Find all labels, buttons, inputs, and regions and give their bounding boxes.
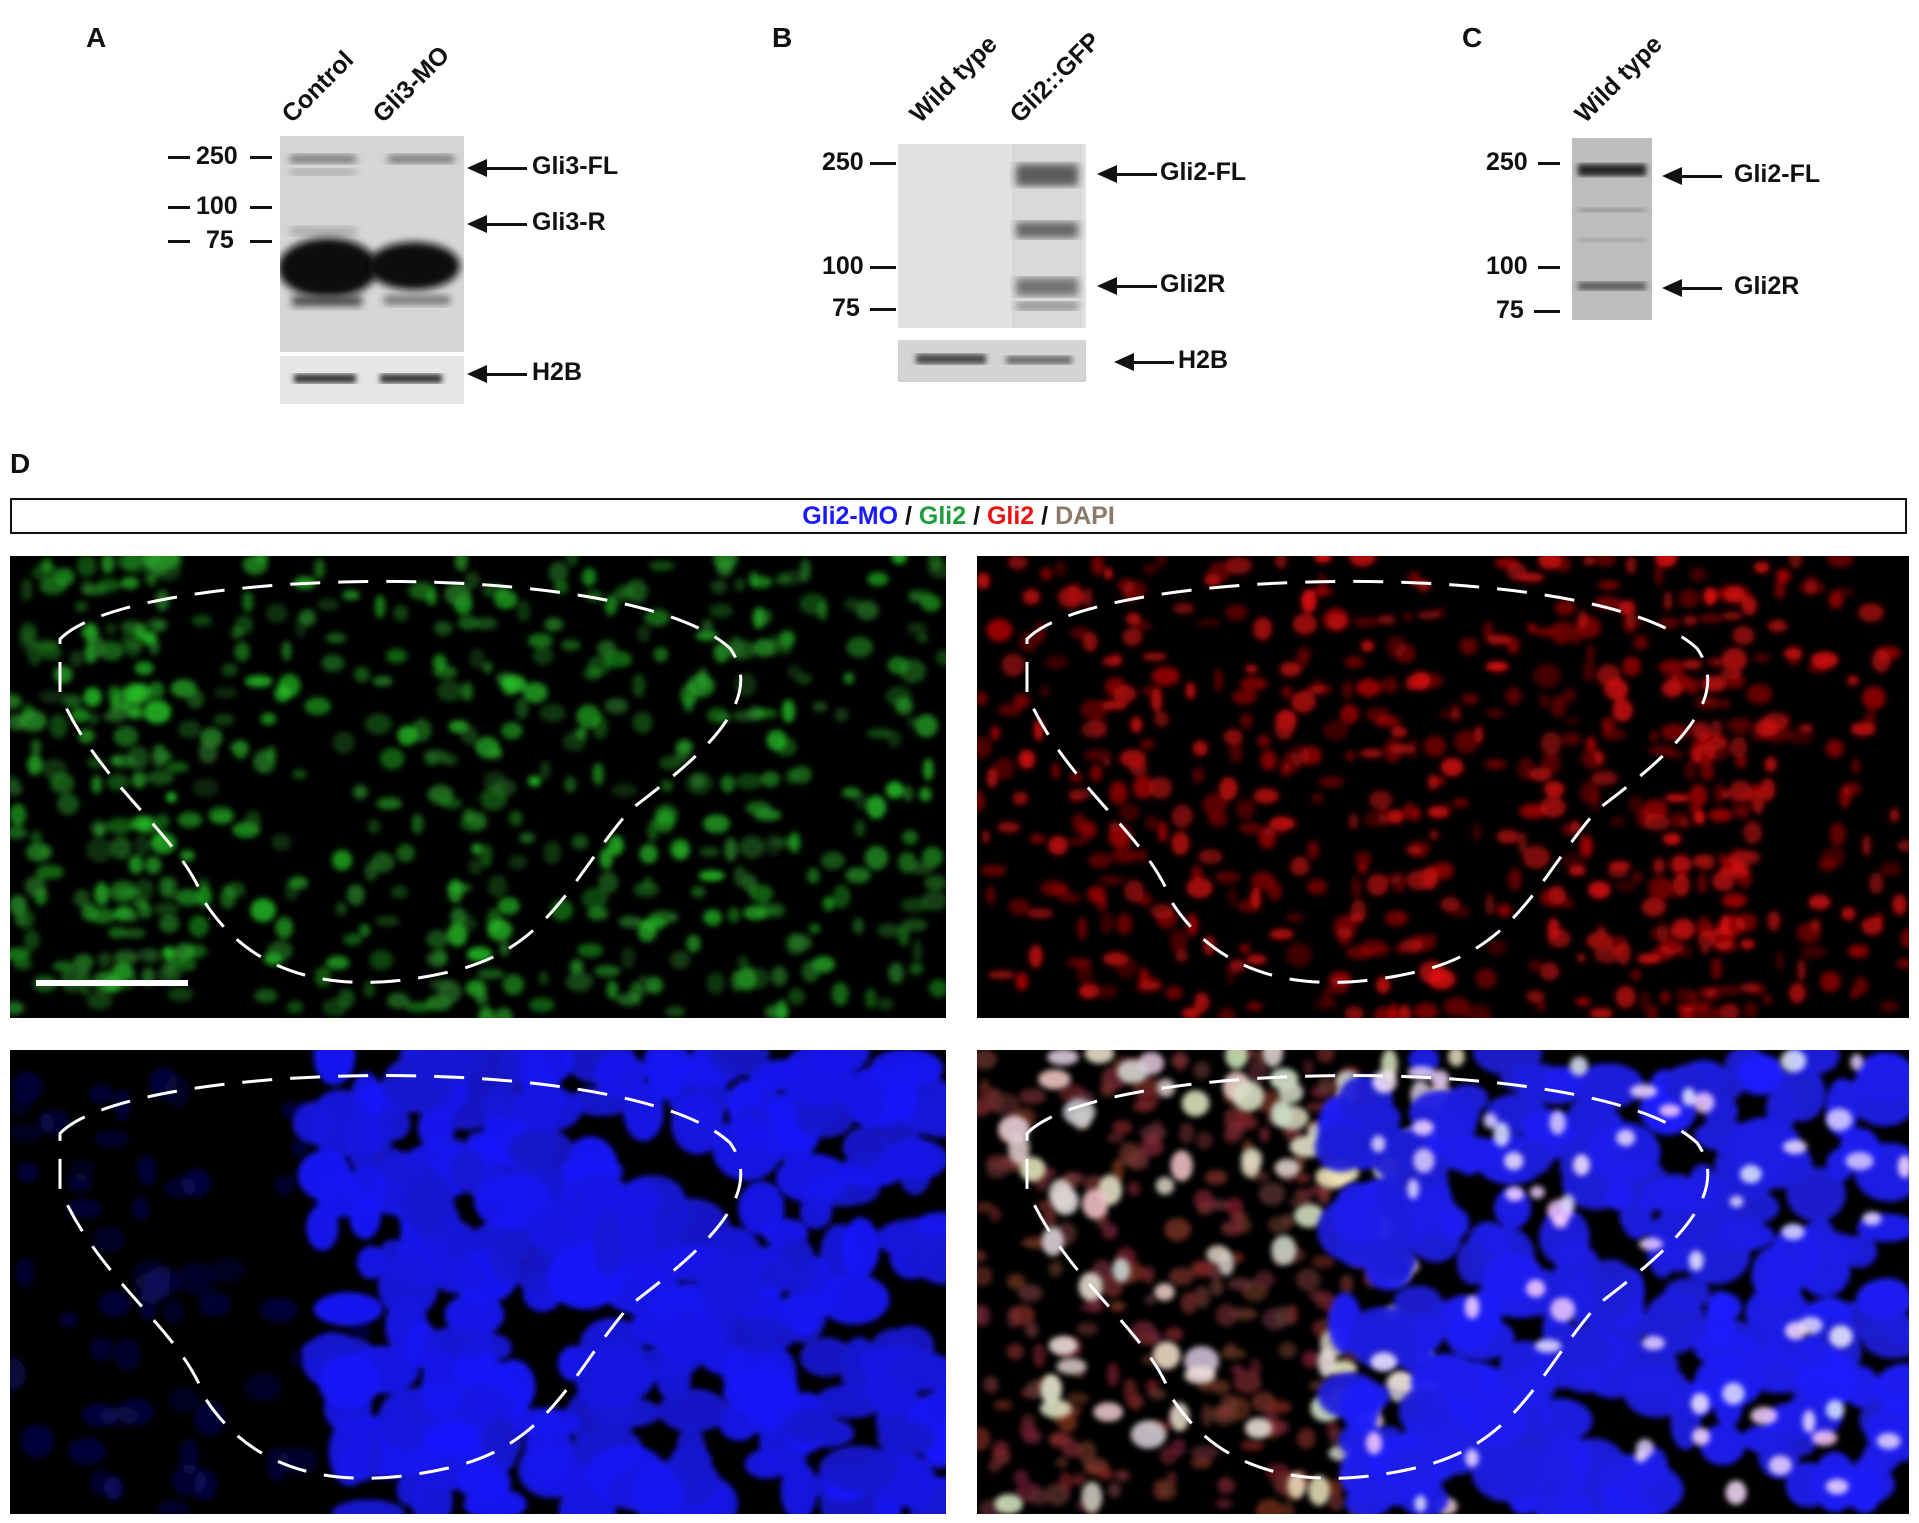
western-blot-gli2-c	[1572, 138, 1652, 320]
band-label-gli2-fl-c: Gli2-FL	[1734, 160, 1821, 188]
legend-gli2-red: Gli2	[986, 502, 1035, 530]
mw-tick	[250, 240, 272, 243]
arrow-icon	[1114, 353, 1174, 371]
channel-legend: Gli2-MO / Gli2 / Gli2 / DAPI	[10, 498, 1907, 534]
micrograph-red-channel	[977, 556, 1909, 1018]
western-blot-gli2	[898, 144, 1086, 328]
mw-marker-100: 100	[1486, 252, 1528, 280]
lane-label-wild-type: Wild type	[904, 30, 1003, 129]
mw-tick	[168, 240, 190, 243]
arrow-icon	[1662, 167, 1722, 185]
arrow-icon	[467, 365, 527, 383]
arrow-icon	[1662, 279, 1722, 297]
mw-marker-75: 75	[1496, 296, 1524, 324]
mw-marker-100: 100	[822, 252, 864, 280]
mw-tick	[870, 308, 896, 311]
lane-label-control: Control	[276, 45, 360, 129]
band-label-h2b-b: H2B	[1178, 346, 1229, 374]
legend-gli2-green: Gli2	[918, 502, 967, 530]
band-label-gli2-fl-b: Gli2-FL	[1160, 158, 1247, 186]
lane-label-gli3-mo: Gli3-MO	[367, 40, 456, 129]
mw-tick	[870, 162, 896, 165]
mw-marker-250: 250	[196, 142, 238, 170]
western-blot-h2b-b	[898, 340, 1086, 382]
panel-letter-d: D	[10, 448, 31, 479]
tissue-outline	[1025, 579, 1710, 984]
micrograph-blue-channel	[10, 1050, 946, 1514]
lane-label-wild-type-c: Wild type	[1569, 30, 1668, 129]
tissue-outline	[58, 1074, 743, 1480]
band-label-gli3-fl: Gli3-FL	[532, 152, 619, 180]
panel-letter-a: A	[86, 22, 107, 53]
mw-marker-75: 75	[206, 226, 234, 254]
micrograph-merge	[977, 1050, 1909, 1514]
scale-bar	[36, 980, 188, 986]
mw-tick	[168, 156, 190, 159]
western-blot-h2b-a	[280, 356, 464, 404]
panel-letter-c: C	[1462, 22, 1483, 53]
arrow-icon	[467, 215, 527, 233]
mw-tick	[1538, 266, 1560, 269]
mw-marker-250: 250	[1486, 148, 1528, 176]
legend-gli2-mo: Gli2-MO	[802, 502, 899, 530]
mw-tick	[250, 156, 272, 159]
band-label-gli3-r: Gli3-R	[532, 208, 606, 236]
lane-label-gli2-gfp: Gli2::GFP	[1004, 26, 1106, 129]
western-blot-gli3	[280, 136, 464, 352]
arrow-icon	[467, 159, 527, 177]
mw-marker-250: 250	[822, 148, 864, 176]
legend-separator: /	[1034, 502, 1056, 530]
band-label-gli2r-c: Gli2R	[1734, 272, 1800, 300]
mw-tick	[168, 206, 190, 209]
band-label-gli2r-b: Gli2R	[1160, 270, 1226, 298]
legend-separator: /	[898, 502, 919, 530]
band-label-h2b-a: H2B	[532, 358, 583, 386]
arrow-icon	[1097, 165, 1157, 183]
legend-dapi: DAPI	[1055, 502, 1115, 530]
micrograph-green-channel	[10, 556, 946, 1018]
legend-separator: /	[966, 502, 987, 530]
mw-tick	[1538, 162, 1560, 165]
tissue-outline	[1025, 1074, 1710, 1480]
tissue-outline	[58, 579, 743, 984]
mw-marker-75: 75	[832, 294, 860, 322]
mw-tick	[1534, 310, 1560, 313]
mw-marker-100: 100	[196, 192, 238, 220]
mw-tick	[870, 266, 896, 269]
arrow-icon	[1097, 277, 1157, 295]
panel-letter-b: B	[772, 22, 793, 53]
mw-tick	[250, 206, 272, 209]
